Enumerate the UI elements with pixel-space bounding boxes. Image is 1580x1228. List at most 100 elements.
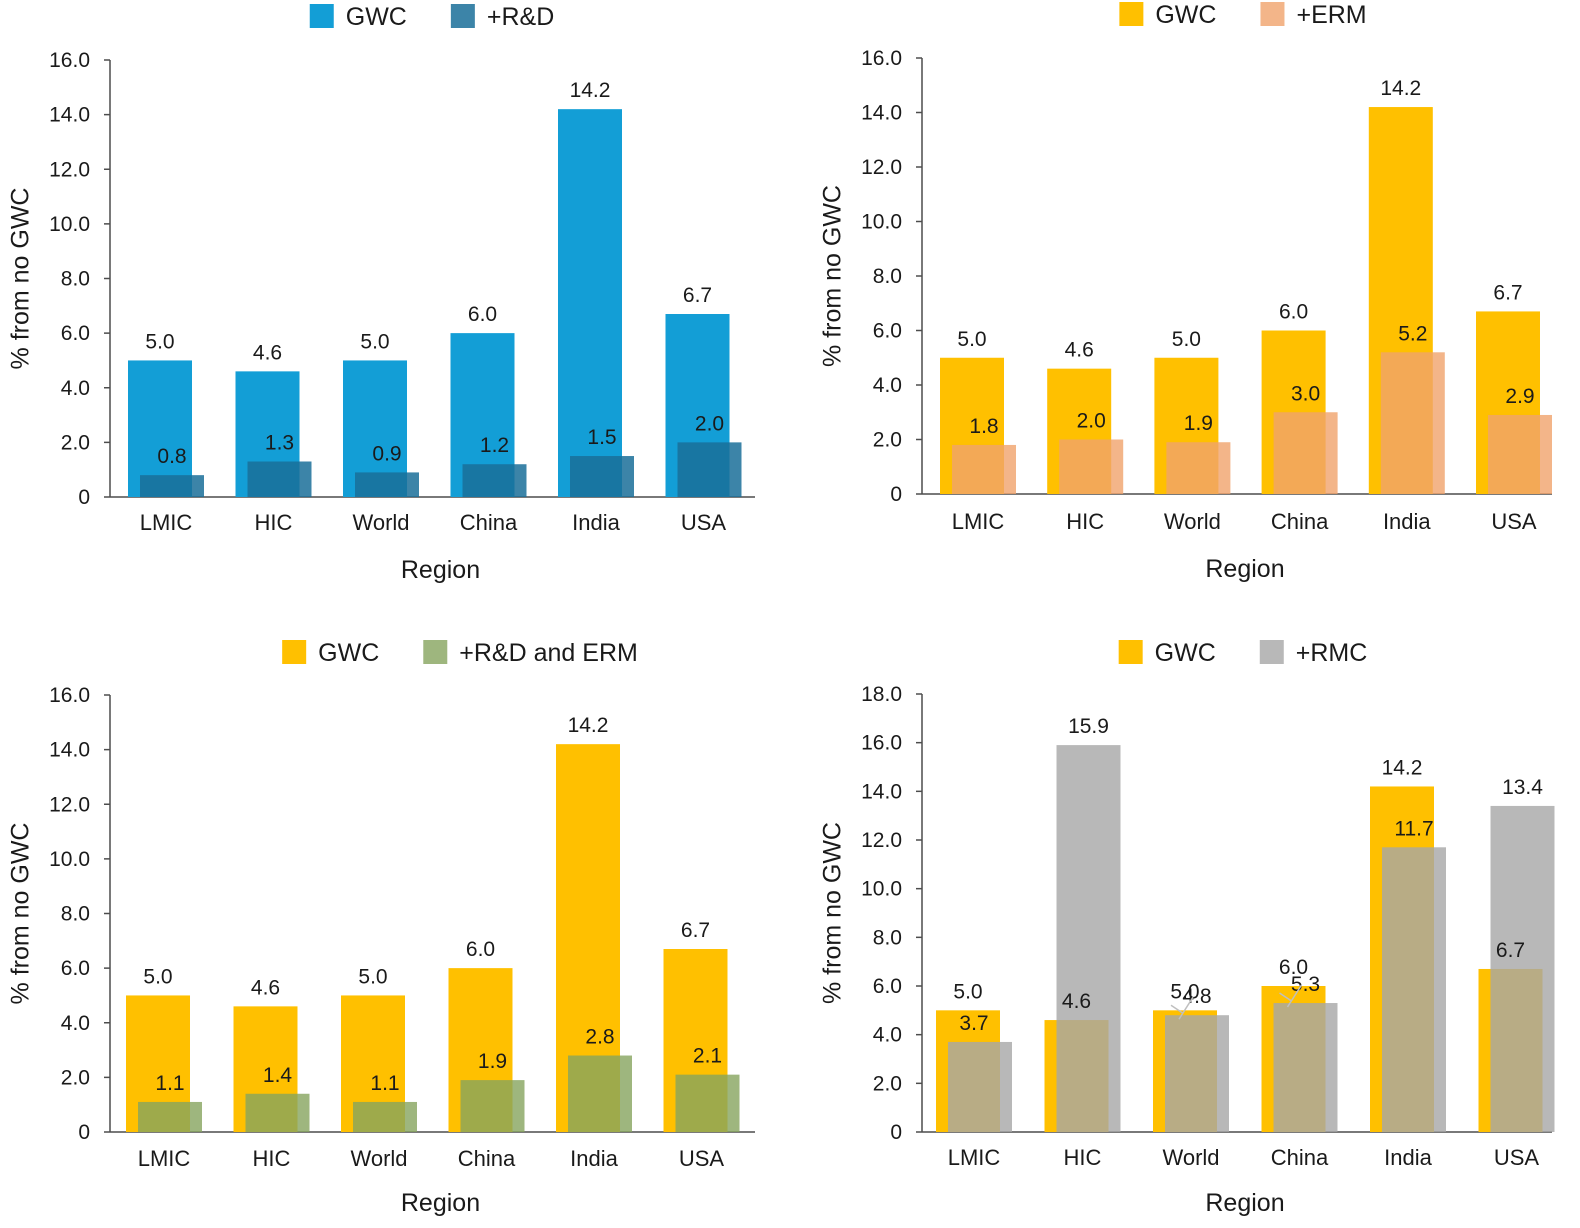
y-tick-label: 14.0 <box>49 104 90 127</box>
x-tick-label-usa: USA <box>679 1146 725 1171</box>
x-tick-label-usa: USA <box>1494 1145 1540 1170</box>
bar-series2-usa <box>1490 805 1555 1132</box>
y-tick-label: 16.0 <box>861 732 902 755</box>
value-label-gwc-hic: 4.6 <box>1062 990 1091 1013</box>
value-label-gwc-usa: 6.7 <box>681 919 710 942</box>
legend-swatch-2 <box>450 4 475 28</box>
value-label-series2-india: 2.8 <box>585 1026 614 1049</box>
y-tick-label: 6.0 <box>873 320 902 343</box>
y-tick-label: 0 <box>890 1121 902 1144</box>
value-label-gwc-india: 14.2 <box>1382 756 1423 779</box>
bar-series2-world <box>1165 1015 1229 1132</box>
legend-swatch-1 <box>282 640 307 664</box>
y-tick-label: 12.0 <box>49 793 90 816</box>
leader-line-world <box>1178 996 1194 1020</box>
legend-label-2: +RMC <box>1296 639 1368 667</box>
value-label-series2-lmic: 1.1 <box>155 1072 184 1095</box>
bar-series2-usa <box>1488 414 1552 494</box>
value-label-series2-india: 11.7 <box>1394 817 1433 840</box>
y-tick-label: 16.0 <box>49 684 90 707</box>
y-tick-label: 12.0 <box>861 829 902 852</box>
x-tick-label-india: India <box>1383 509 1431 534</box>
y-tick-label: 12.0 <box>49 158 90 181</box>
y-tick-label: 10.0 <box>49 848 90 871</box>
value-label-gwc-usa: 6.7 <box>1493 281 1522 304</box>
bar-series2-india <box>1382 847 1446 1132</box>
bar-gwc-lmic <box>128 360 192 497</box>
x-axis-title: Region <box>1205 555 1284 583</box>
y-tick-label: 4.0 <box>873 374 902 397</box>
bar-series2-india <box>568 1055 632 1132</box>
legend-swatch-2 <box>1260 2 1285 26</box>
y-tick-label: 4.0 <box>61 1012 90 1035</box>
x-tick-label-world: World <box>350 1146 407 1171</box>
value-label-gwc-china: 6.0 <box>468 303 497 326</box>
bar-series2-world <box>355 472 419 497</box>
x-tick-label-usa: USA <box>1491 509 1537 534</box>
legend-swatch-1 <box>309 4 334 28</box>
bar-series2-hic <box>247 461 312 497</box>
y-tick-label: 8.0 <box>873 926 902 949</box>
value-label-gwc-world: 5.0 <box>360 330 389 353</box>
x-axis-title: Region <box>401 1189 480 1217</box>
value-label-gwc-lmic: 5.0 <box>957 328 986 351</box>
value-label-series2-hic: 1.4 <box>263 1064 293 1087</box>
x-axis-title: Region <box>401 556 480 584</box>
value-label-series2-china: 5.3 <box>1291 973 1320 996</box>
bar-series2-world <box>1166 442 1231 494</box>
chart-panel-2: 0 2.0 4.0 6.0 8.0 10.0 12.0 14.0 16.0 % from no G… <box>819 1 1552 583</box>
y-tick-label: 8.0 <box>61 268 90 291</box>
value-label-series2-china: 1.9 <box>478 1050 507 1073</box>
y-tick-label: 16.0 <box>861 47 902 70</box>
legend: GWC +R&D and ERM <box>282 639 638 667</box>
value-label-gwc-china: 6.0 <box>1279 301 1308 324</box>
value-label-series2-world: 1.9 <box>1184 412 1213 435</box>
y-tick-label: 2.0 <box>873 429 902 452</box>
y-tick-label: 8.0 <box>873 265 902 288</box>
x-tick-label-india: India <box>1384 1145 1432 1170</box>
value-label-series2-lmic: 0.8 <box>157 445 186 468</box>
value-label-gwc-world: 5.0 <box>1172 328 1201 351</box>
y-tick-label: 14.0 <box>861 102 902 125</box>
bar-series2-lmic <box>948 1041 1012 1132</box>
bar-gwc-india <box>558 109 622 497</box>
y-tick-label: 18.0 <box>861 683 902 706</box>
bar-series2-lmic <box>952 444 1016 494</box>
y-tick-label: 2.0 <box>61 1066 90 1089</box>
x-tick-label-china: China <box>458 1146 516 1171</box>
x-tick-label-china: China <box>460 510 518 535</box>
bar-series2-usa <box>675 1074 740 1132</box>
value-label-gwc-usa: 6.7 <box>1496 939 1525 962</box>
y-axis-title: % from no GWC <box>7 188 35 370</box>
y-tick-label: 4.0 <box>873 1024 902 1047</box>
bar-series2-india <box>570 456 634 497</box>
chart-panel-3: 0 2.0 4.0 6.0 8.0 10.0 12.0 14.0 16.0 % from no G… <box>7 639 755 1217</box>
legend-swatch-2 <box>423 640 448 664</box>
x-tick-label-lmic: LMIC <box>138 1146 191 1171</box>
legend: GWC +RMC <box>1118 639 1368 667</box>
bar-series2-lmic <box>140 475 204 497</box>
value-label-gwc-lmic: 5.0 <box>145 330 174 353</box>
x-tick-label-india: India <box>572 510 620 535</box>
y-tick-label: 6.0 <box>61 957 90 980</box>
legend-label-1: GWC <box>346 3 407 31</box>
legend-swatch-1 <box>1118 640 1143 664</box>
legend-label-1: GWC <box>318 639 379 667</box>
value-label-series2-usa: 2.9 <box>1505 385 1534 408</box>
x-tick-label-china: China <box>1271 1145 1329 1170</box>
value-label-gwc-india: 14.2 <box>1380 77 1421 100</box>
leader-line-gwc-world <box>1170 1004 1184 1014</box>
value-label-series2-lmic: 3.7 <box>959 1012 988 1035</box>
value-label-gwc-china: 6.0 <box>1279 956 1308 979</box>
y-tick-label: 8.0 <box>61 903 90 926</box>
value-label-series2-world: 4.8 <box>1182 985 1211 1008</box>
chart-panel-1: 0 2.0 4.0 6.0 8.0 10.0 12.0 14.0 16.0 % from no G… <box>7 3 755 584</box>
x-tick-label-india: India <box>570 1146 618 1171</box>
bar-series2-usa <box>677 442 742 497</box>
y-tick-label: 12.0 <box>861 156 902 179</box>
value-label-gwc-lmic: 5.0 <box>143 965 172 988</box>
y-tick-label: 6.0 <box>873 975 902 998</box>
value-label-gwc-hic: 4.6 <box>251 976 280 999</box>
